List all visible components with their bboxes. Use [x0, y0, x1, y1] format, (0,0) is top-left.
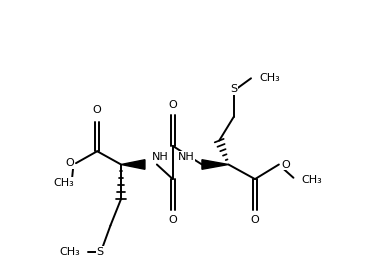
Text: CH₃: CH₃ [54, 178, 74, 188]
Text: O: O [65, 158, 74, 168]
Text: CH₃: CH₃ [301, 176, 322, 185]
Text: O: O [93, 105, 102, 115]
Text: NH: NH [178, 152, 194, 162]
Polygon shape [121, 160, 145, 169]
Text: CH₃: CH₃ [259, 73, 280, 83]
Text: O: O [168, 100, 177, 110]
Text: O: O [168, 215, 177, 225]
Text: S: S [230, 84, 237, 94]
Text: CH₃: CH₃ [59, 247, 80, 257]
Polygon shape [202, 160, 229, 169]
Text: O: O [281, 159, 290, 169]
Text: S: S [96, 247, 104, 257]
Text: NH: NH [152, 152, 169, 162]
Text: O: O [251, 215, 259, 225]
